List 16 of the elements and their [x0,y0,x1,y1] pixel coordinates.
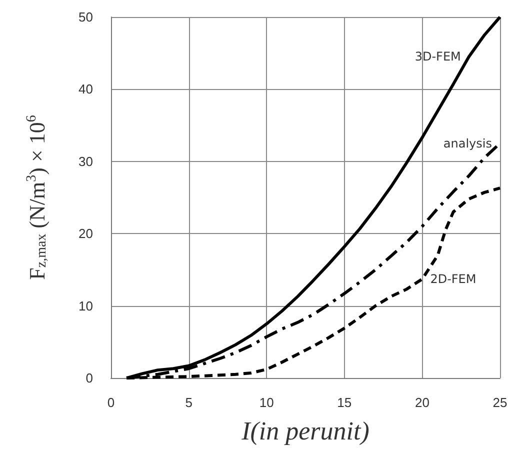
y-tick-label: 50 [78,10,93,24]
y-tick-label: 40 [78,82,93,97]
series-label: 2D-FEM [430,272,476,286]
x-tick-label: 20 [414,395,430,410]
series-label: analysis [443,136,492,150]
y-tick-label: 20 [78,226,93,242]
y-axis-title: Fz,max (N/m3) × 106 [24,115,50,280]
y-tick-label: 30 [78,154,93,169]
x-tick-label: 5 [185,395,192,410]
y-tick-label: 10 [78,298,93,314]
x-tick-label: 10 [259,395,274,410]
y-tick-label: 0 [86,370,93,386]
x-tick-label: 15 [337,395,352,410]
x-tick-label: 25 [492,395,508,410]
x-axis-title: I(in perunit) [240,416,370,446]
x-tick-label: 0 [107,395,115,410]
